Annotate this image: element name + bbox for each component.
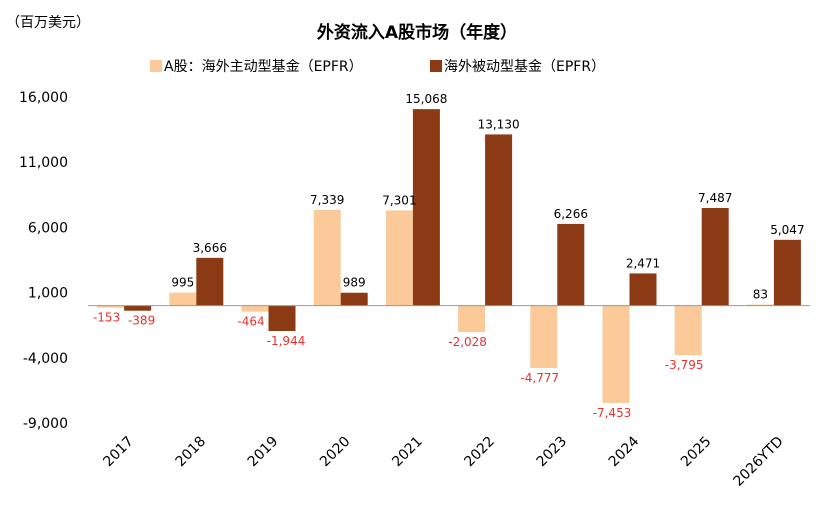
data-label-active: -2,028 xyxy=(448,335,487,349)
y-tick-label: 6,000 xyxy=(28,220,68,236)
bar-active xyxy=(674,305,702,356)
data-label-active: 7,339 xyxy=(310,193,344,207)
x-tick-label: 2021 xyxy=(389,434,426,471)
x-tick-label: 2023 xyxy=(534,434,571,471)
y-tick-label: 16,000 xyxy=(19,90,68,106)
data-label-passive: 15,068 xyxy=(405,92,447,106)
y-tick-label: -9,000 xyxy=(23,416,68,432)
x-tick-label: 2018 xyxy=(173,434,210,471)
legend: A股：海外主动型基金（EPFR） 海外被动型基金（EPFR） xyxy=(150,58,605,75)
y-tick-label: 1,000 xyxy=(28,286,68,302)
data-label-active: 7,301 xyxy=(382,193,416,207)
x-tick-label: 2022 xyxy=(461,434,498,471)
bar-passive xyxy=(557,223,585,306)
data-label-passive: 5,047 xyxy=(770,223,804,237)
data-label-passive: 3,666 xyxy=(193,241,227,255)
y-axis: -9,000 -4,000 1,000 6,000 11,000 16,000 xyxy=(19,90,68,432)
data-label-passive: 2,471 xyxy=(626,256,660,270)
legend-swatch-passive xyxy=(430,60,442,72)
legend-label-active: A股：海外主动型基金（EPFR） xyxy=(164,58,363,75)
x-tick-label: 2026YTD xyxy=(731,434,787,490)
bar-active xyxy=(313,209,341,306)
x-tick-label: 2017 xyxy=(100,434,137,471)
data-labels: -153 -389 995 3,666 -464-1,944 7,339 989 7,301 1… xyxy=(93,92,805,420)
data-label-active: 995 xyxy=(171,276,194,290)
bar-active xyxy=(169,292,197,306)
data-label-active: -153 xyxy=(93,311,120,325)
data-label-passive: -1,944 xyxy=(267,334,306,348)
data-label-active: 83 xyxy=(753,288,768,302)
bar-passive xyxy=(485,134,513,306)
bar-active xyxy=(385,210,413,306)
chart-title: 外资流入A股市场（年度） xyxy=(317,22,517,43)
bar-passive xyxy=(124,305,152,311)
x-axis: 2017 2018 2019 2020 2021 2022 2023 2024 2025 2026… xyxy=(100,433,786,489)
bar-active xyxy=(97,305,125,308)
data-label-passive: 7,487 xyxy=(698,191,732,205)
bar-passive xyxy=(340,292,368,306)
x-tick-label: 2025 xyxy=(678,434,715,471)
bar-active xyxy=(530,305,558,368)
bar-active xyxy=(602,305,630,403)
unit-label: （百万美元） xyxy=(6,15,90,31)
legend-label-passive: 海外被动型基金（EPFR） xyxy=(444,58,605,75)
bars xyxy=(97,109,801,403)
x-tick-label: 2019 xyxy=(245,434,282,471)
data-label-passive: 989 xyxy=(343,276,366,290)
x-tick-label: 2024 xyxy=(606,433,643,470)
data-label-active: -3,795 xyxy=(665,358,704,372)
y-tick-label: 11,000 xyxy=(19,155,68,171)
data-label-active: -4,777 xyxy=(520,371,559,385)
bar-passive xyxy=(773,239,801,306)
bar-passive xyxy=(412,109,440,306)
x-tick-label: 2020 xyxy=(317,434,354,471)
bar-active xyxy=(458,305,486,333)
bar-passive xyxy=(701,208,729,306)
data-label-passive: -389 xyxy=(128,314,155,328)
bar-passive xyxy=(196,257,224,306)
data-label-passive: 13,130 xyxy=(478,117,520,131)
data-label-active: -7,453 xyxy=(593,406,632,420)
bar-active xyxy=(746,304,774,306)
legend-swatch-active xyxy=(150,60,162,72)
bar-active xyxy=(241,305,269,312)
y-tick-label: -4,000 xyxy=(23,351,68,367)
bar-passive xyxy=(629,273,657,306)
data-label-active: -464 xyxy=(237,315,264,329)
data-label-passive: 6,266 xyxy=(554,207,588,221)
bar-passive xyxy=(268,305,296,331)
